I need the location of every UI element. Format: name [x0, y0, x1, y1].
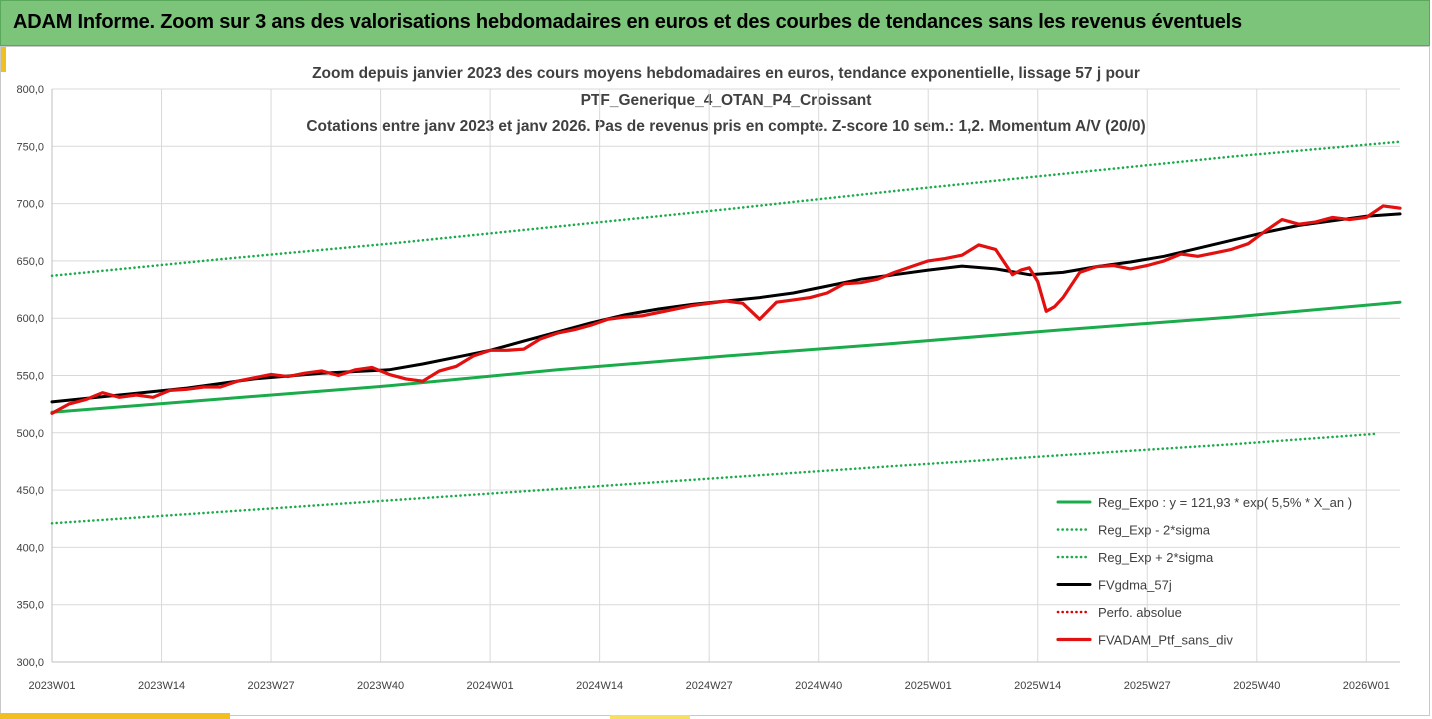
y-tick-label: 750,0	[16, 141, 44, 153]
y-tick-label: 300,0	[16, 657, 44, 669]
y-tick-label: 550,0	[16, 371, 44, 383]
x-tick-label: 2024W40	[795, 680, 842, 692]
accent-bar-bottom-left	[0, 713, 230, 719]
chart-title-line-2: PTF_Generique_4_OTAN_P4_Croissant	[580, 92, 872, 109]
chart-title-line-1: Zoom depuis janvier 2023 des cours moyen…	[312, 65, 1140, 82]
report-title: ADAM Informe. Zoom sur 3 ans des valoris…	[13, 11, 1242, 33]
chart-series	[50, 140, 1402, 525]
series-fvadam-ptf	[50, 204, 1402, 415]
x-tick-label: 2023W14	[138, 680, 185, 692]
chart-grid	[51, 88, 1400, 663]
x-tick-label: 2024W27	[686, 680, 733, 692]
series-fvgdma-57j	[50, 212, 1402, 404]
accent-bar-top	[0, 46, 6, 72]
chart-legend: Reg_Expo : y = 121,93 * exp( 5,5% * X_an…	[1056, 495, 1352, 648]
chart-axes: 300,0 350,0 400,0 450,0 500,0 550,0 600,0 650,0…	[16, 84, 1400, 692]
chart-frame	[0, 46, 1430, 716]
y-tick-label: 800,0	[16, 84, 44, 96]
y-tick-label: 350,0	[16, 600, 44, 612]
chart-title-line-3: Cotations entre janv 2023 et janv 2026. …	[306, 118, 1146, 135]
x-tick-label: 2025W01	[905, 680, 952, 692]
legend-label-fvadam-ptf: FVADAM_Ptf_sans_div	[1098, 633, 1233, 648]
x-tick-label: 2025W27	[1124, 680, 1171, 692]
x-tick-label: 2023W27	[248, 680, 295, 692]
legend-label-reg-expo: Reg_Expo : y = 121,93 * exp( 5,5% * X_an…	[1098, 495, 1352, 510]
series-reg-minus-2sigma	[50, 432, 1376, 525]
legend-label-reg-minus-2sigma: Reg_Exp - 2*sigma	[1098, 523, 1211, 538]
y-tick-label: 600,0	[16, 313, 44, 325]
y-tick-label: 700,0	[16, 199, 44, 211]
y-tick-label: 650,0	[16, 256, 44, 268]
x-tick-label: 2026W01	[1343, 680, 1390, 692]
legend-label-reg-plus-2sigma: Reg_Exp + 2*sigma	[1098, 550, 1214, 565]
x-tick-label: 2025W14	[1014, 680, 1061, 692]
legend-label-perfo-absolue: Perfo. absolue	[1098, 605, 1182, 620]
legend-label-fvgdma-57j: FVgdma_57j	[1098, 578, 1172, 593]
report-banner: ADAM Informe. Zoom sur 3 ans des valoris…	[0, 0, 1430, 46]
x-tick-label: 2024W01	[467, 680, 514, 692]
y-tick-label: 400,0	[16, 542, 44, 554]
x-tick-label: 2023W40	[357, 680, 404, 692]
y-tick-label: 500,0	[16, 428, 44, 440]
accent-bar-bottom-center	[610, 715, 690, 719]
series-reg-plus-2sigma	[50, 140, 1402, 278]
x-tick-label: 2024W14	[576, 680, 623, 692]
x-tick-label: 2023W01	[28, 680, 75, 692]
x-tick-label: 2025W40	[1233, 680, 1280, 692]
series-reg-expo	[50, 300, 1402, 414]
y-tick-label: 450,0	[16, 485, 44, 497]
